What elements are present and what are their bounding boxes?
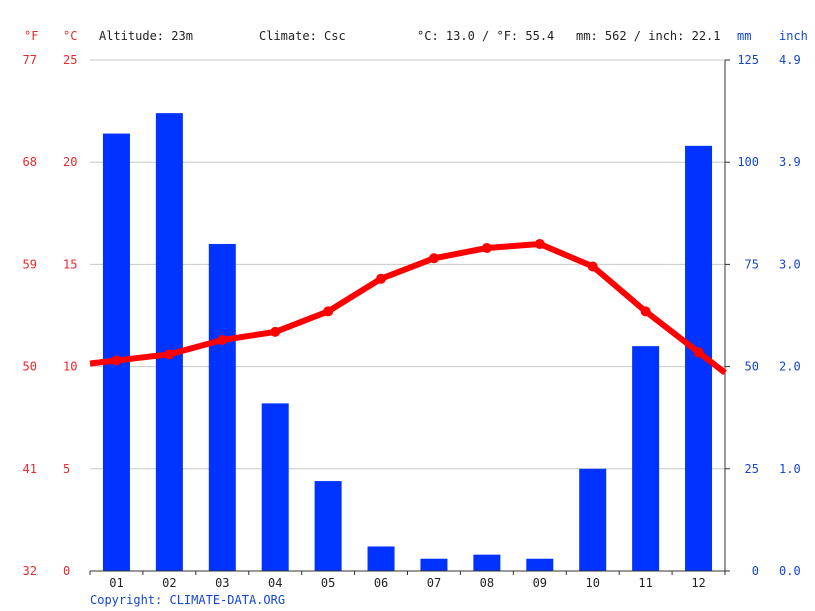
celsius-tick-label: 5 (63, 462, 70, 476)
copyright-link[interactable]: Copyright: CLIMATE-DATA.ORG (90, 593, 285, 607)
temperature-point (640, 306, 651, 317)
inch-tick-label: 1.0 (779, 462, 801, 476)
celsius-tick-label: 20 (63, 155, 77, 169)
fahrenheit-tick-label: 59 (23, 257, 37, 271)
temperature-point (481, 243, 492, 254)
precipitation-bar (314, 481, 342, 571)
temperature-point (164, 349, 175, 360)
tick-labels: 32 0 0 0.041 5 25 1.050 10 50 2.059 15 75 3.068 20 100… (23, 53, 801, 590)
celsius-tick-label: 10 (63, 360, 77, 374)
precipitation-bar (473, 554, 501, 571)
precipitation-bar (579, 468, 607, 571)
mm-unit-label: mm (737, 29, 751, 43)
inch-tick-label: 3.9 (779, 155, 801, 169)
month-tick-label: 06 (374, 576, 388, 590)
inch-tick-label: 2.0 (779, 360, 801, 374)
precipitation-bar (632, 346, 660, 571)
temperature-line (89, 238, 727, 376)
mm-tick-label: 0 (752, 564, 759, 578)
month-tick-label: 09 (533, 576, 547, 590)
mm-tick-label: 25 (745, 462, 759, 476)
month-tick-label: 07 (427, 576, 441, 590)
fahrenheit-tick-label: 68 (23, 155, 37, 169)
month-tick-label: 11 (638, 576, 652, 590)
month-tick-label: 08 (480, 576, 494, 590)
temperature-point (111, 355, 122, 366)
precipitation-bars (102, 113, 713, 572)
month-tick-label: 12 (691, 576, 705, 590)
fahrenheit-tick-label: 41 (23, 462, 37, 476)
month-tick-label: 04 (268, 576, 282, 590)
inch-tick-label: 3.0 (779, 257, 801, 271)
month-tick-label: 02 (162, 576, 176, 590)
precipitation-bar (102, 133, 130, 572)
celsius-tick-label: 0 (63, 564, 70, 578)
temperature-point (587, 261, 598, 272)
fahrenheit-unit-label: °F (24, 29, 38, 43)
temperature-point (217, 335, 228, 346)
temperature-point (270, 326, 281, 337)
month-tick-label: 01 (109, 576, 123, 590)
temperature-summary: °C: 13.0 / °F: 55.4 (417, 29, 554, 43)
precipitation-bar (208, 243, 236, 571)
mm-tick-label: 100 (737, 155, 759, 169)
mm-tick-label: 50 (745, 360, 759, 374)
precipitation-bar (420, 558, 448, 571)
precipitation-bar (155, 113, 183, 572)
fahrenheit-tick-label: 50 (23, 360, 37, 374)
fahrenheit-tick-label: 32 (23, 564, 37, 578)
month-tick-label: 10 (585, 576, 599, 590)
temperature-point (428, 253, 439, 264)
temperature-point (376, 273, 387, 284)
altitude-label: Altitude: 23m (99, 29, 193, 43)
temperature-point (323, 306, 334, 317)
mm-tick-label: 125 (737, 53, 759, 67)
axes (89, 59, 730, 575)
celsius-tick-label: 25 (63, 53, 77, 67)
fahrenheit-tick-label: 77 (23, 53, 37, 67)
inch-tick-label: 4.9 (779, 53, 801, 67)
temperature-line-path (89, 241, 727, 376)
precipitation-bar (367, 546, 395, 571)
grid-lines (90, 59, 725, 470)
climate-label: Climate: Csc (259, 29, 346, 43)
precipitation-bar (261, 403, 289, 571)
mm-tick-label: 75 (745, 257, 759, 271)
inch-tick-label: 0.0 (779, 564, 801, 578)
celsius-unit-label: °C (63, 29, 77, 43)
precipitation-summary: mm: 562 / inch: 22.1 (576, 29, 721, 43)
month-tick-label: 03 (215, 576, 229, 590)
precipitation-bar (526, 558, 554, 571)
inch-unit-label: inch (779, 29, 808, 43)
temperature-point (534, 238, 545, 249)
temperature-point (693, 347, 704, 358)
celsius-tick-label: 15 (63, 257, 77, 271)
month-tick-label: 05 (321, 576, 335, 590)
